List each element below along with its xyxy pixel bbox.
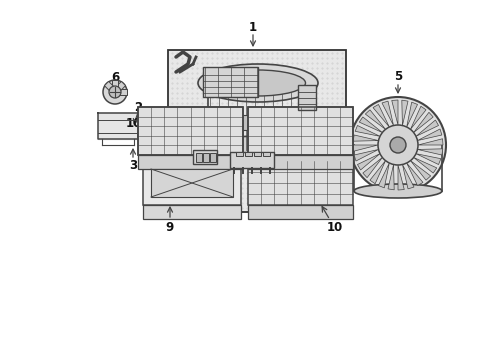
Circle shape xyxy=(377,125,417,165)
Bar xyxy=(112,80,118,88)
Polygon shape xyxy=(409,106,425,129)
Circle shape xyxy=(109,86,121,98)
Text: 10: 10 xyxy=(326,220,343,234)
Text: 3: 3 xyxy=(129,158,137,171)
Text: 6: 6 xyxy=(111,71,119,84)
Polygon shape xyxy=(365,110,385,129)
Bar xyxy=(151,169,232,197)
Text: 5: 5 xyxy=(393,69,401,82)
Polygon shape xyxy=(415,154,440,165)
Polygon shape xyxy=(409,161,430,180)
Text: 2: 2 xyxy=(134,100,142,113)
Polygon shape xyxy=(381,101,393,126)
Ellipse shape xyxy=(205,136,310,164)
Polygon shape xyxy=(413,112,432,132)
Bar xyxy=(193,150,217,164)
Bar xyxy=(247,205,352,219)
Text: 8: 8 xyxy=(273,122,282,135)
Ellipse shape xyxy=(353,184,441,198)
Bar xyxy=(297,85,315,110)
Polygon shape xyxy=(359,117,382,132)
Polygon shape xyxy=(413,157,436,173)
Polygon shape xyxy=(417,129,441,140)
Text: 9: 9 xyxy=(165,220,174,234)
Text: 4: 4 xyxy=(247,130,256,143)
Polygon shape xyxy=(415,120,438,136)
Circle shape xyxy=(103,80,127,104)
Polygon shape xyxy=(362,157,382,178)
Polygon shape xyxy=(397,165,404,190)
Polygon shape xyxy=(352,135,378,141)
Bar xyxy=(119,89,127,95)
Polygon shape xyxy=(406,102,417,127)
Text: 1: 1 xyxy=(248,21,257,33)
Bar xyxy=(247,107,352,155)
Bar xyxy=(247,161,352,205)
Bar xyxy=(203,153,208,162)
Polygon shape xyxy=(369,161,385,184)
Polygon shape xyxy=(401,100,407,126)
Bar xyxy=(229,152,273,168)
Bar xyxy=(247,107,352,155)
Text: 10: 10 xyxy=(125,117,142,130)
Polygon shape xyxy=(352,145,377,151)
Bar xyxy=(247,155,352,169)
Bar xyxy=(207,115,309,130)
Circle shape xyxy=(389,137,405,153)
Bar xyxy=(138,107,243,155)
Polygon shape xyxy=(357,154,379,170)
Ellipse shape xyxy=(210,70,305,96)
Polygon shape xyxy=(406,163,422,185)
Bar xyxy=(236,152,243,156)
Polygon shape xyxy=(378,163,388,188)
Circle shape xyxy=(349,97,445,193)
Polygon shape xyxy=(387,165,393,190)
Bar xyxy=(116,81,125,91)
Bar xyxy=(253,152,261,156)
Polygon shape xyxy=(417,149,442,155)
Polygon shape xyxy=(391,100,397,125)
Bar xyxy=(203,67,258,97)
Polygon shape xyxy=(98,113,145,139)
Text: 7: 7 xyxy=(182,144,190,157)
Polygon shape xyxy=(354,126,379,136)
Bar xyxy=(196,153,202,162)
Polygon shape xyxy=(372,104,388,127)
Bar xyxy=(138,155,243,169)
Polygon shape xyxy=(353,149,378,161)
Ellipse shape xyxy=(198,64,317,102)
Bar xyxy=(209,153,216,162)
Bar xyxy=(138,107,243,155)
Polygon shape xyxy=(402,165,413,189)
Bar xyxy=(263,152,269,156)
Bar xyxy=(142,205,241,219)
Bar xyxy=(104,81,114,91)
Bar xyxy=(244,152,251,156)
Polygon shape xyxy=(417,139,442,145)
Bar xyxy=(168,50,346,212)
Bar xyxy=(142,161,241,205)
